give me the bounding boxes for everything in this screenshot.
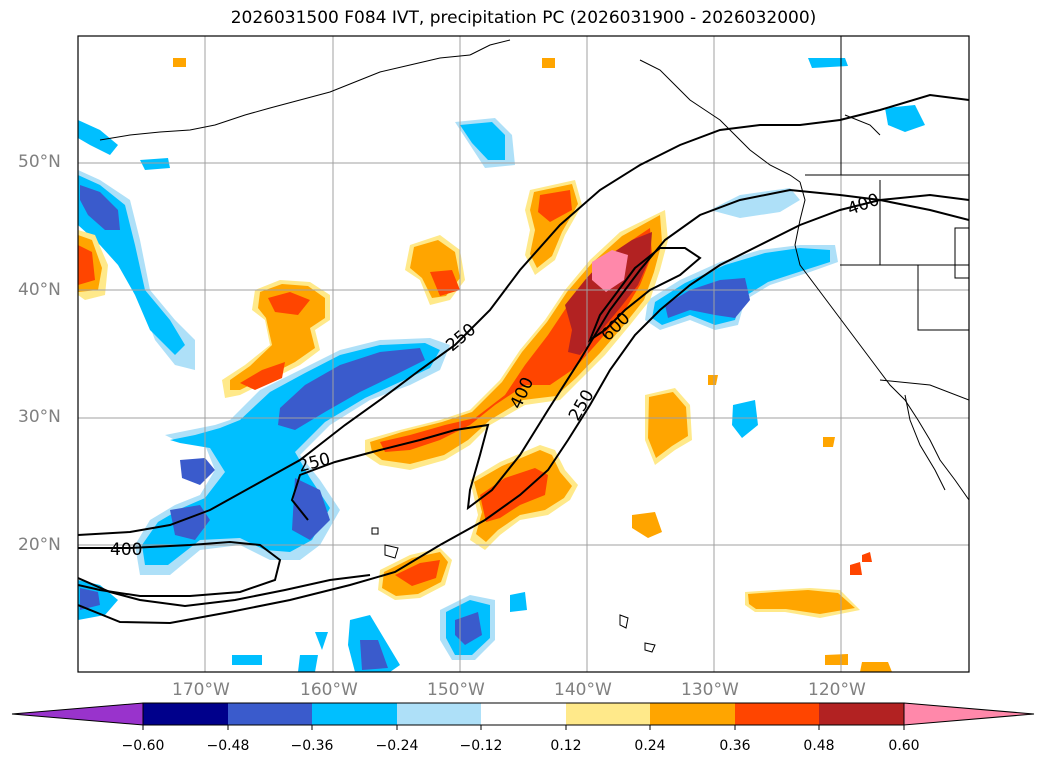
colorbar-tick: −0.24 <box>375 738 419 754</box>
lat-label-40n: 40°N <box>18 280 61 300</box>
lat-label-20n: 20°N <box>18 535 61 555</box>
lon-label-160w: 160°W <box>300 680 358 700</box>
lon-label-140w: 140°W <box>554 680 612 700</box>
colorbar-tick: −0.60 <box>121 738 165 754</box>
map-panel: 250 250 250 400 400 400 600 <box>78 36 969 672</box>
colorbar-tick: −0.48 <box>206 738 250 754</box>
ivt-contours <box>78 93 969 625</box>
colorbar-tick: 0.36 <box>719 738 751 754</box>
colorbar-extend-high <box>903 702 1035 726</box>
lon-label-170w: 170°W <box>172 680 230 700</box>
colorbar-tick: −0.12 <box>459 738 503 754</box>
colorbar-tick: 0.48 <box>803 738 835 754</box>
lat-label-30n: 30°N <box>18 407 61 427</box>
colorbar-tick: −0.36 <box>290 738 334 754</box>
lon-label-120w: 120°W <box>808 680 866 700</box>
coastlines <box>99 36 969 653</box>
colorbar-tick: 0.24 <box>634 738 666 754</box>
contour-label-400-a: 400 <box>110 540 142 560</box>
lon-label-130w: 130°W <box>681 680 739 700</box>
negative-anomaly-shading <box>78 58 925 672</box>
lat-label-50n: 50°N <box>18 152 61 172</box>
map-frame <box>77 35 970 673</box>
colorbar-tick: 0.60 <box>888 738 920 754</box>
colorbar <box>11 702 1035 730</box>
lon-label-150w: 150°W <box>427 680 485 700</box>
colorbar-tick: 0.12 <box>550 738 582 754</box>
map-title: 2026031500 F084 IVT, precipitation PC (2… <box>230 8 817 28</box>
colorbar-extend-low <box>11 702 144 726</box>
